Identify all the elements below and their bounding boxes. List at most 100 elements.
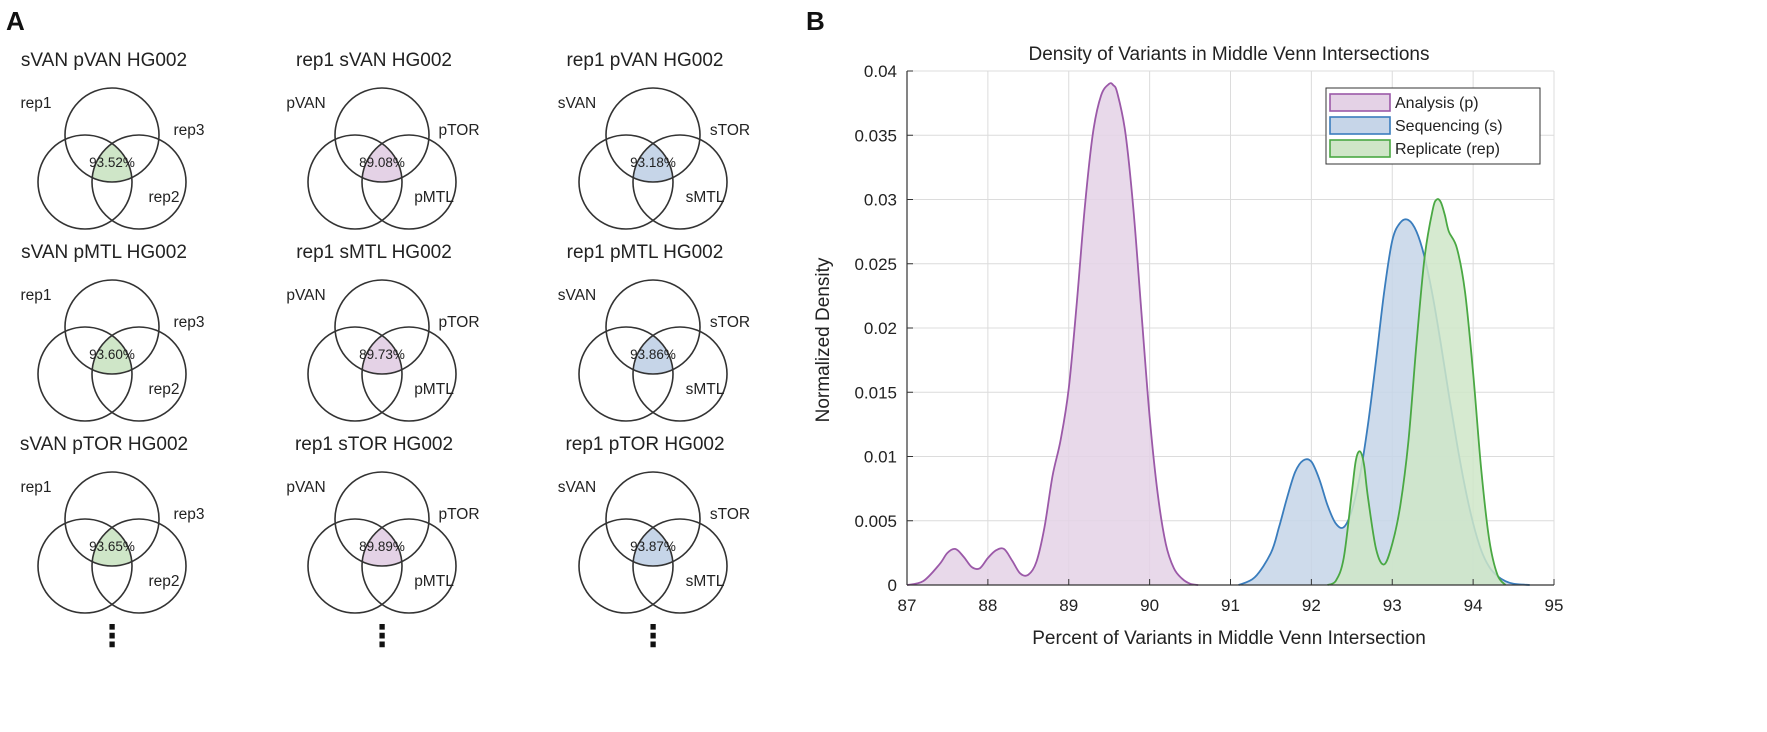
venn-title: rep1 sVAN HG002 [296, 50, 452, 71]
venn-circle [334, 471, 430, 567]
venn-label-top: pVAN [286, 479, 325, 496]
x-tick-label: 91 [1221, 596, 1240, 615]
venn-label-bottom: pMTL [414, 189, 454, 206]
venn-circle [64, 87, 160, 183]
x-tick-label: 88 [978, 596, 997, 615]
venn-circle [578, 518, 674, 614]
panel-a-label: A [6, 6, 25, 36]
venn-intersection [92, 519, 132, 566]
chart-legend: Analysis (p) Sequencing (s) Replicate (rep… [1325, 87, 1541, 165]
venn-percent: 93.87% [630, 539, 676, 554]
chart-title: Density of Variants in Middle Venn Inter… [1029, 44, 1430, 65]
venn-percent: 93.18% [630, 155, 676, 170]
venn-percent: 89.08% [359, 155, 405, 170]
venn-circle [605, 471, 701, 567]
x-tick-label: 87 [898, 596, 917, 615]
y-tick-label: 0.015 [854, 383, 897, 402]
venn-title: rep1 sMTL HG002 [296, 242, 452, 263]
panel-a: A sVAN pVAN HG00293.52%rep1rep3rep2sVAN … [6, 6, 750, 654]
venn-intersection [92, 135, 132, 182]
x-tick-label: 94 [1464, 596, 1483, 615]
venn-circle [334, 87, 430, 183]
venn-circle [605, 87, 701, 183]
x-axis-label: Percent of Variants in Middle Venn Inter… [1032, 628, 1426, 649]
venn-circle [37, 518, 133, 614]
venn-title: rep1 pVAN HG002 [566, 50, 723, 71]
venn-diagram: rep1 sMTL HG002 89.73% pVAN pTOR pMTL [286, 242, 480, 422]
venn-label-right: sTOR [710, 314, 750, 331]
venn-label-right: pTOR [438, 506, 479, 523]
venn-percent: 93.52% [89, 155, 135, 170]
venn-label-right: pTOR [438, 314, 479, 331]
venn-label-right: sTOR [710, 506, 750, 523]
venn-circle [91, 326, 187, 422]
venn-intersection [633, 135, 673, 182]
density-area [1327, 198, 1506, 585]
venn-diagram: rep1 sTOR HG002 89.89% pVAN pTOR pMTL [286, 434, 480, 614]
panel-b-label: B [806, 6, 825, 36]
venn-circle [361, 326, 457, 422]
density-area [907, 83, 1199, 586]
y-tick-label: 0.025 [854, 255, 897, 274]
venn-circle [64, 471, 160, 567]
venn-label-bottom: sMTL [686, 573, 725, 590]
venn-diagram: rep1 pMTL HG002 93.86% sVAN sTOR sMTL [558, 242, 750, 422]
venn-diagram: sVAN pVAN HG002 93.52% rep1 rep3 rep2 [20, 50, 205, 230]
venn-intersection [362, 519, 402, 566]
y-tick-label: 0.04 [864, 62, 897, 81]
venn-percent: 93.65% [89, 539, 135, 554]
venn-circle [578, 326, 674, 422]
more-rows-ellipsis: ⋮ [97, 619, 127, 654]
legend-entry: Analysis (p) [1395, 95, 1479, 112]
venn-circle [91, 518, 187, 614]
venn-label-top: rep1 [20, 287, 51, 304]
y-tick-label: 0.02 [864, 319, 897, 338]
venn-intersection [633, 327, 673, 374]
venn-label-right: sTOR [710, 122, 750, 139]
venn-circle [632, 326, 728, 422]
venn-label-top: pVAN [286, 95, 325, 112]
density-line [1327, 198, 1507, 586]
venn-intersection [362, 135, 402, 182]
y-tick-label: 0.035 [854, 126, 897, 145]
venn-title: sVAN pVAN HG002 [21, 50, 187, 71]
x-tick-label: 93 [1383, 596, 1402, 615]
venn-diagram: rep1 pTOR HG002 93.87% sVAN sTOR sMTL [558, 434, 750, 614]
venn-circle [334, 279, 430, 375]
venn-grid: sVAN pVAN HG002 93.52% rep1 rep3 rep2 sVAN pM… [20, 50, 750, 654]
legend-swatch [1329, 116, 1391, 135]
more-rows-ellipsis: ⋮ [638, 619, 668, 654]
venn-label-top: sVAN [558, 479, 596, 496]
venn-circle [361, 134, 457, 230]
venn-intersection [362, 327, 402, 374]
x-tick-label: 89 [1059, 596, 1078, 615]
more-rows-ellipsis: ⋮ [367, 619, 397, 654]
y-tick-label: 0.005 [854, 512, 897, 531]
chart-series [906, 82, 1530, 586]
venn-label-right: rep3 [173, 506, 204, 523]
venn-circle [91, 134, 187, 230]
venn-label-top: sVAN [558, 95, 596, 112]
venn-circle [632, 134, 728, 230]
venn-circle [37, 134, 133, 230]
venn-label-bottom: pMTL [414, 573, 454, 590]
venn-label-top: rep1 [20, 479, 51, 496]
venn-label-bottom: sMTL [686, 381, 725, 398]
venn-label-bottom: rep2 [148, 573, 179, 590]
venn-circle [361, 518, 457, 614]
venn-title: rep1 pMTL HG002 [567, 242, 724, 263]
venn-title: rep1 sTOR HG002 [295, 434, 453, 455]
x-tick-label: 95 [1545, 596, 1564, 615]
venn-label-top: rep1 [20, 95, 51, 112]
venn-label-bottom: rep2 [148, 381, 179, 398]
venn-label-bottom: rep2 [148, 189, 179, 206]
venn-percent: 93.60% [89, 347, 135, 362]
venn-circle [578, 134, 674, 230]
venn-label-top: pVAN [286, 287, 325, 304]
venn-diagram: sVAN pTOR HG002 93.65% rep1 rep3 rep2 [20, 434, 205, 614]
venn-title: sVAN pMTL HG002 [21, 242, 187, 263]
venn-label-right: rep3 [173, 122, 204, 139]
venn-circle [632, 518, 728, 614]
venn-label-top: sVAN [558, 287, 596, 304]
density-line [906, 82, 1199, 586]
